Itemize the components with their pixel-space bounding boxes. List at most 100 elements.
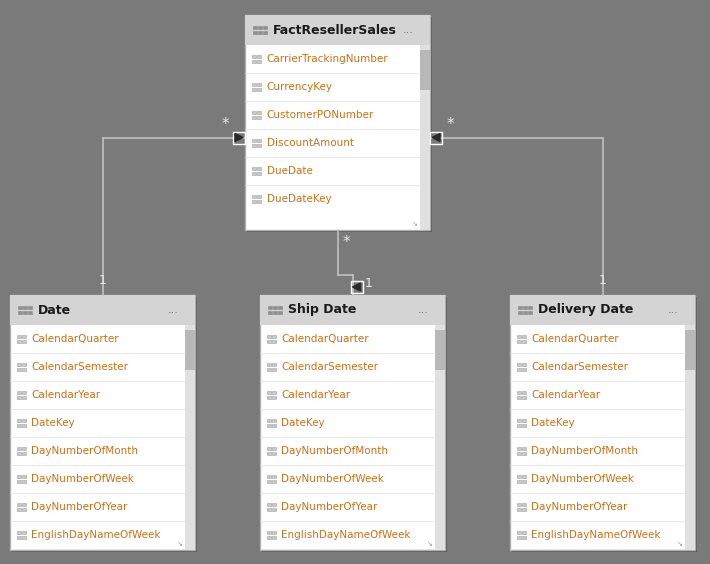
FancyBboxPatch shape	[522, 424, 525, 428]
FancyBboxPatch shape	[252, 200, 256, 203]
Text: CalendarYear: CalendarYear	[281, 390, 351, 400]
Text: CurrencyKey: CurrencyKey	[266, 82, 332, 92]
FancyBboxPatch shape	[272, 340, 275, 343]
FancyBboxPatch shape	[28, 311, 31, 314]
FancyBboxPatch shape	[18, 311, 21, 314]
FancyBboxPatch shape	[528, 306, 532, 309]
FancyBboxPatch shape	[435, 330, 445, 370]
Text: DayNumberOfMonth: DayNumberOfMonth	[31, 446, 138, 456]
Text: 1: 1	[599, 274, 606, 287]
Text: DueDate: DueDate	[266, 166, 312, 176]
FancyBboxPatch shape	[685, 330, 695, 370]
FancyBboxPatch shape	[17, 340, 21, 343]
FancyBboxPatch shape	[252, 139, 256, 142]
FancyBboxPatch shape	[253, 26, 256, 29]
FancyBboxPatch shape	[267, 503, 271, 506]
FancyBboxPatch shape	[22, 340, 26, 343]
Text: ↘: ↘	[412, 221, 418, 227]
Polygon shape	[352, 283, 361, 291]
Text: DayNumberOfYear: DayNumberOfYear	[31, 502, 128, 512]
FancyBboxPatch shape	[22, 531, 26, 534]
FancyBboxPatch shape	[22, 418, 26, 422]
FancyBboxPatch shape	[272, 536, 275, 539]
Text: Delivery Date: Delivery Date	[537, 303, 633, 316]
FancyBboxPatch shape	[278, 306, 281, 309]
FancyBboxPatch shape	[267, 396, 271, 399]
FancyBboxPatch shape	[22, 480, 26, 483]
FancyBboxPatch shape	[273, 306, 276, 309]
FancyBboxPatch shape	[267, 391, 271, 394]
FancyBboxPatch shape	[420, 50, 430, 90]
FancyBboxPatch shape	[272, 368, 275, 371]
Text: *: *	[342, 235, 350, 250]
FancyBboxPatch shape	[267, 368, 271, 371]
FancyBboxPatch shape	[252, 55, 256, 58]
FancyBboxPatch shape	[510, 295, 695, 325]
Text: ...: ...	[668, 305, 679, 315]
FancyBboxPatch shape	[522, 452, 525, 455]
FancyBboxPatch shape	[522, 391, 525, 394]
FancyBboxPatch shape	[517, 452, 520, 455]
FancyBboxPatch shape	[23, 311, 26, 314]
FancyBboxPatch shape	[522, 531, 525, 534]
Text: *: *	[446, 117, 454, 133]
Text: CalendarSemester: CalendarSemester	[532, 362, 628, 372]
Text: DayNumberOfMonth: DayNumberOfMonth	[281, 446, 388, 456]
FancyBboxPatch shape	[267, 363, 271, 366]
Text: CalendarYear: CalendarYear	[31, 390, 101, 400]
FancyBboxPatch shape	[523, 306, 527, 309]
FancyBboxPatch shape	[17, 396, 21, 399]
FancyBboxPatch shape	[517, 396, 520, 399]
Text: DayNumberOfMonth: DayNumberOfMonth	[532, 446, 638, 456]
FancyBboxPatch shape	[257, 116, 261, 119]
FancyBboxPatch shape	[517, 363, 520, 366]
FancyBboxPatch shape	[252, 88, 256, 91]
FancyBboxPatch shape	[17, 335, 21, 338]
FancyBboxPatch shape	[273, 311, 276, 314]
FancyBboxPatch shape	[22, 424, 26, 428]
FancyBboxPatch shape	[517, 508, 520, 511]
FancyBboxPatch shape	[268, 306, 271, 309]
FancyBboxPatch shape	[522, 396, 525, 399]
FancyBboxPatch shape	[510, 295, 695, 550]
FancyBboxPatch shape	[420, 45, 430, 230]
FancyBboxPatch shape	[272, 508, 275, 511]
FancyBboxPatch shape	[263, 26, 266, 29]
FancyBboxPatch shape	[22, 391, 26, 394]
Text: DateKey: DateKey	[281, 418, 325, 428]
Text: CalendarQuarter: CalendarQuarter	[281, 334, 369, 344]
Text: DateKey: DateKey	[31, 418, 75, 428]
Text: DueDateKey: DueDateKey	[266, 194, 331, 204]
FancyBboxPatch shape	[517, 503, 520, 506]
FancyBboxPatch shape	[257, 195, 261, 199]
FancyBboxPatch shape	[252, 172, 256, 175]
FancyBboxPatch shape	[517, 480, 520, 483]
FancyBboxPatch shape	[22, 363, 26, 366]
FancyBboxPatch shape	[17, 363, 21, 366]
Text: DayNumberOfWeek: DayNumberOfWeek	[31, 474, 134, 484]
FancyBboxPatch shape	[22, 475, 26, 478]
FancyBboxPatch shape	[28, 306, 31, 309]
FancyBboxPatch shape	[272, 335, 275, 338]
FancyBboxPatch shape	[522, 480, 525, 483]
Text: DayNumberOfWeek: DayNumberOfWeek	[532, 474, 634, 484]
FancyBboxPatch shape	[253, 31, 256, 34]
Text: EnglishDayNameOfWeek: EnglishDayNameOfWeek	[281, 530, 411, 540]
FancyBboxPatch shape	[272, 363, 275, 366]
FancyBboxPatch shape	[522, 363, 525, 366]
FancyBboxPatch shape	[17, 475, 21, 478]
FancyBboxPatch shape	[522, 340, 525, 343]
FancyBboxPatch shape	[522, 418, 525, 422]
FancyBboxPatch shape	[252, 83, 256, 86]
FancyBboxPatch shape	[258, 26, 261, 29]
FancyBboxPatch shape	[257, 144, 261, 147]
Text: ↘: ↘	[677, 541, 683, 547]
FancyBboxPatch shape	[272, 391, 275, 394]
FancyBboxPatch shape	[517, 368, 520, 371]
Text: ...: ...	[418, 305, 429, 315]
FancyBboxPatch shape	[272, 396, 275, 399]
FancyBboxPatch shape	[272, 475, 275, 478]
Text: Date: Date	[38, 303, 70, 316]
Text: DayNumberOfYear: DayNumberOfYear	[281, 502, 378, 512]
FancyBboxPatch shape	[267, 335, 271, 338]
